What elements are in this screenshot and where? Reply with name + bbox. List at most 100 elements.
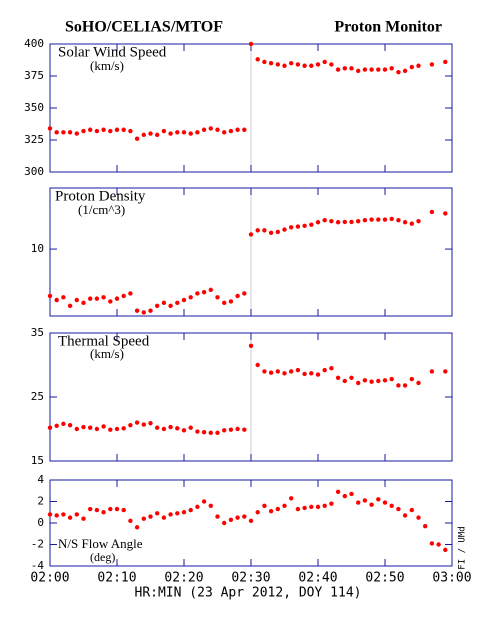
data-point — [108, 506, 113, 512]
data-point — [67, 130, 73, 135]
data-point — [289, 61, 294, 66]
data-point — [47, 425, 53, 430]
data-point — [215, 127, 220, 132]
data-point — [94, 507, 100, 513]
data-point — [101, 510, 106, 515]
data-point — [295, 367, 301, 373]
data-point — [322, 59, 327, 65]
data-point — [168, 303, 173, 309]
data-point — [329, 219, 334, 224]
credit: FI / UMd — [458, 526, 468, 569]
data-point — [436, 542, 441, 547]
data-point — [208, 503, 213, 508]
data-point — [396, 506, 401, 512]
data-point — [155, 132, 160, 138]
data-point — [376, 378, 381, 384]
data-point — [309, 504, 314, 510]
data-point — [54, 513, 59, 518]
data-point — [389, 66, 394, 71]
data-point — [161, 300, 167, 306]
data-point — [416, 219, 421, 224]
data-point — [255, 228, 260, 233]
data-point — [181, 510, 187, 515]
data-point — [114, 296, 120, 301]
data-point — [94, 296, 100, 301]
panel-title: Solar Wind Speed — [58, 44, 167, 60]
y-tick-label: 0 — [37, 516, 44, 529]
data-point — [175, 130, 180, 135]
data-point — [255, 57, 260, 62]
data-point — [423, 524, 428, 529]
data-point — [356, 500, 361, 505]
x-axis-label: HR:MIN (23 Apr 2012, DOY 114) — [135, 586, 362, 601]
data-point — [349, 491, 354, 497]
data-point — [108, 299, 113, 304]
x-tick-label: 02:30 — [231, 571, 270, 586]
data-point — [121, 507, 126, 513]
data-point — [201, 127, 207, 132]
data-point — [282, 227, 287, 232]
data-point — [61, 295, 66, 300]
data-point — [168, 512, 173, 517]
data-point — [302, 223, 307, 228]
data-point — [402, 383, 408, 388]
data-point — [181, 428, 187, 433]
data-point — [181, 297, 187, 303]
data-point — [94, 128, 100, 134]
data-point — [443, 547, 448, 553]
data-point — [335, 489, 341, 495]
data-point — [54, 297, 59, 303]
data-point — [315, 372, 321, 377]
data-point — [429, 62, 435, 67]
x-tick-label: 02:50 — [365, 571, 404, 586]
y-tick-label: 375 — [24, 69, 44, 82]
data-point — [349, 66, 354, 71]
y-tick-label: 15 — [31, 454, 44, 467]
data-point — [369, 217, 374, 222]
data-point — [201, 430, 207, 435]
data-point — [362, 218, 368, 223]
data-point — [302, 505, 307, 511]
data-point — [128, 518, 133, 524]
data-point — [429, 541, 435, 546]
data-point — [74, 297, 80, 303]
data-point — [356, 380, 361, 386]
data-point — [88, 296, 93, 301]
data-point — [275, 369, 280, 374]
data-point — [121, 293, 126, 299]
data-point — [228, 427, 234, 432]
data-point — [235, 426, 240, 432]
data-point — [289, 369, 294, 374]
panel-unit: (km/s) — [90, 58, 124, 73]
data-point — [382, 67, 388, 72]
data-point — [222, 428, 227, 433]
data-point — [356, 68, 361, 74]
data-point — [81, 300, 86, 306]
data-point — [148, 514, 153, 519]
data-point — [74, 426, 80, 432]
data-point — [409, 507, 414, 513]
data-point — [309, 222, 314, 227]
data-point — [54, 423, 59, 428]
data-point — [289, 496, 294, 501]
data-point — [188, 425, 193, 430]
y-tick-label: 325 — [24, 133, 44, 146]
data-point — [128, 128, 133, 134]
data-point — [356, 219, 361, 224]
y-tick-label: 25 — [31, 390, 44, 403]
data-point — [248, 343, 254, 348]
data-point — [134, 525, 140, 530]
data-point — [322, 218, 327, 223]
data-point — [396, 218, 401, 223]
data-point — [248, 41, 254, 47]
data-point — [168, 131, 173, 136]
y-tick-label: -2 — [31, 538, 44, 551]
data-point — [382, 500, 388, 505]
y-tick-label: 400 — [24, 37, 44, 50]
data-point — [47, 512, 53, 517]
data-point — [195, 291, 200, 296]
data-point — [195, 130, 200, 135]
data-point — [81, 516, 86, 521]
data-point — [188, 295, 193, 300]
data-point — [181, 130, 187, 135]
